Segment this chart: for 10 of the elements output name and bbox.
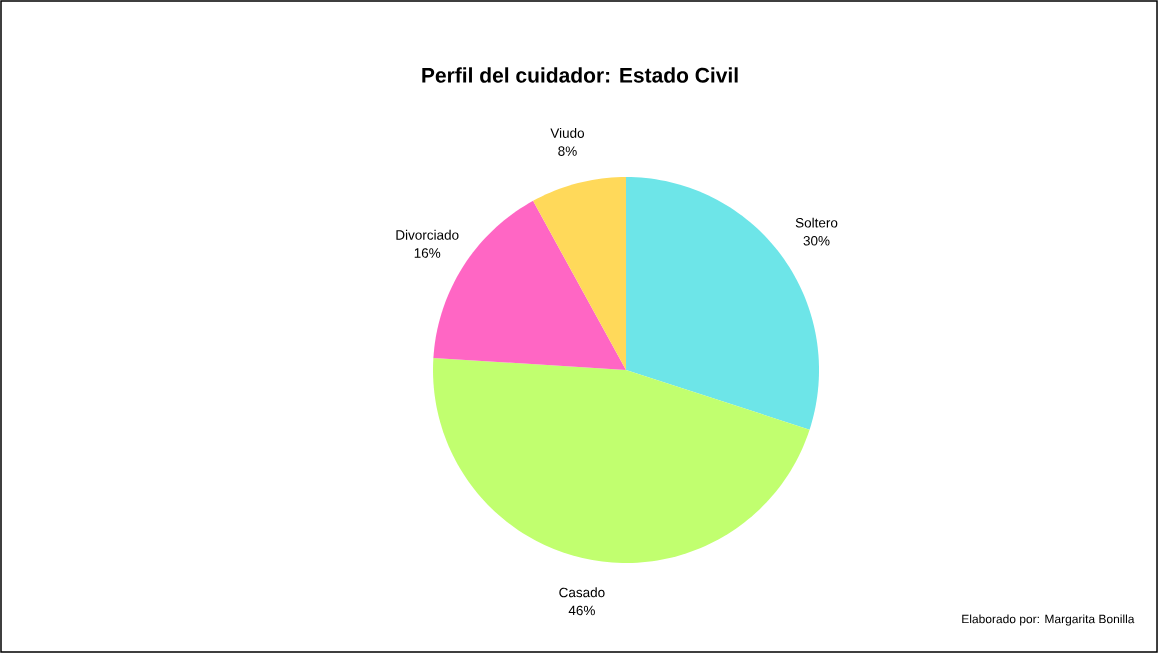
- data-label: 46%: [568, 605, 595, 616]
- slice-label: Soltero: [795, 217, 838, 228]
- data-label: 30%: [803, 235, 830, 246]
- slice-label: Viudo: [550, 127, 585, 138]
- data-label: 8%: [558, 146, 577, 156]
- slice-label: Divorciado: [396, 229, 459, 240]
- text: Elaborado por: Margarita Bonilla: [962, 614, 1135, 626]
- chart-title: Perfil del cuidador: Estado Civil: [422, 67, 738, 83]
- data-label: 16%: [414, 248, 441, 258]
- slice-label: Casado: [559, 587, 605, 598]
